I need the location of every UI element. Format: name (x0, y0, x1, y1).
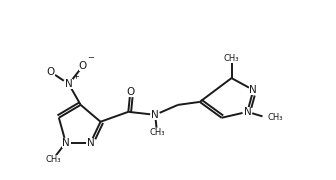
Text: CH₃: CH₃ (149, 128, 165, 137)
Text: CH₃: CH₃ (45, 155, 60, 164)
Text: O: O (79, 61, 87, 71)
Text: N: N (87, 138, 94, 148)
Text: CH₃: CH₃ (267, 113, 283, 122)
Text: O: O (47, 67, 55, 77)
Text: N: N (151, 110, 159, 120)
Text: N: N (65, 79, 73, 89)
Text: N: N (62, 138, 70, 148)
Text: N: N (249, 85, 257, 95)
Text: +: + (72, 72, 79, 81)
Text: CH₃: CH₃ (224, 54, 239, 63)
Text: −: − (88, 53, 95, 62)
Text: O: O (126, 87, 134, 97)
Text: N: N (244, 107, 251, 117)
